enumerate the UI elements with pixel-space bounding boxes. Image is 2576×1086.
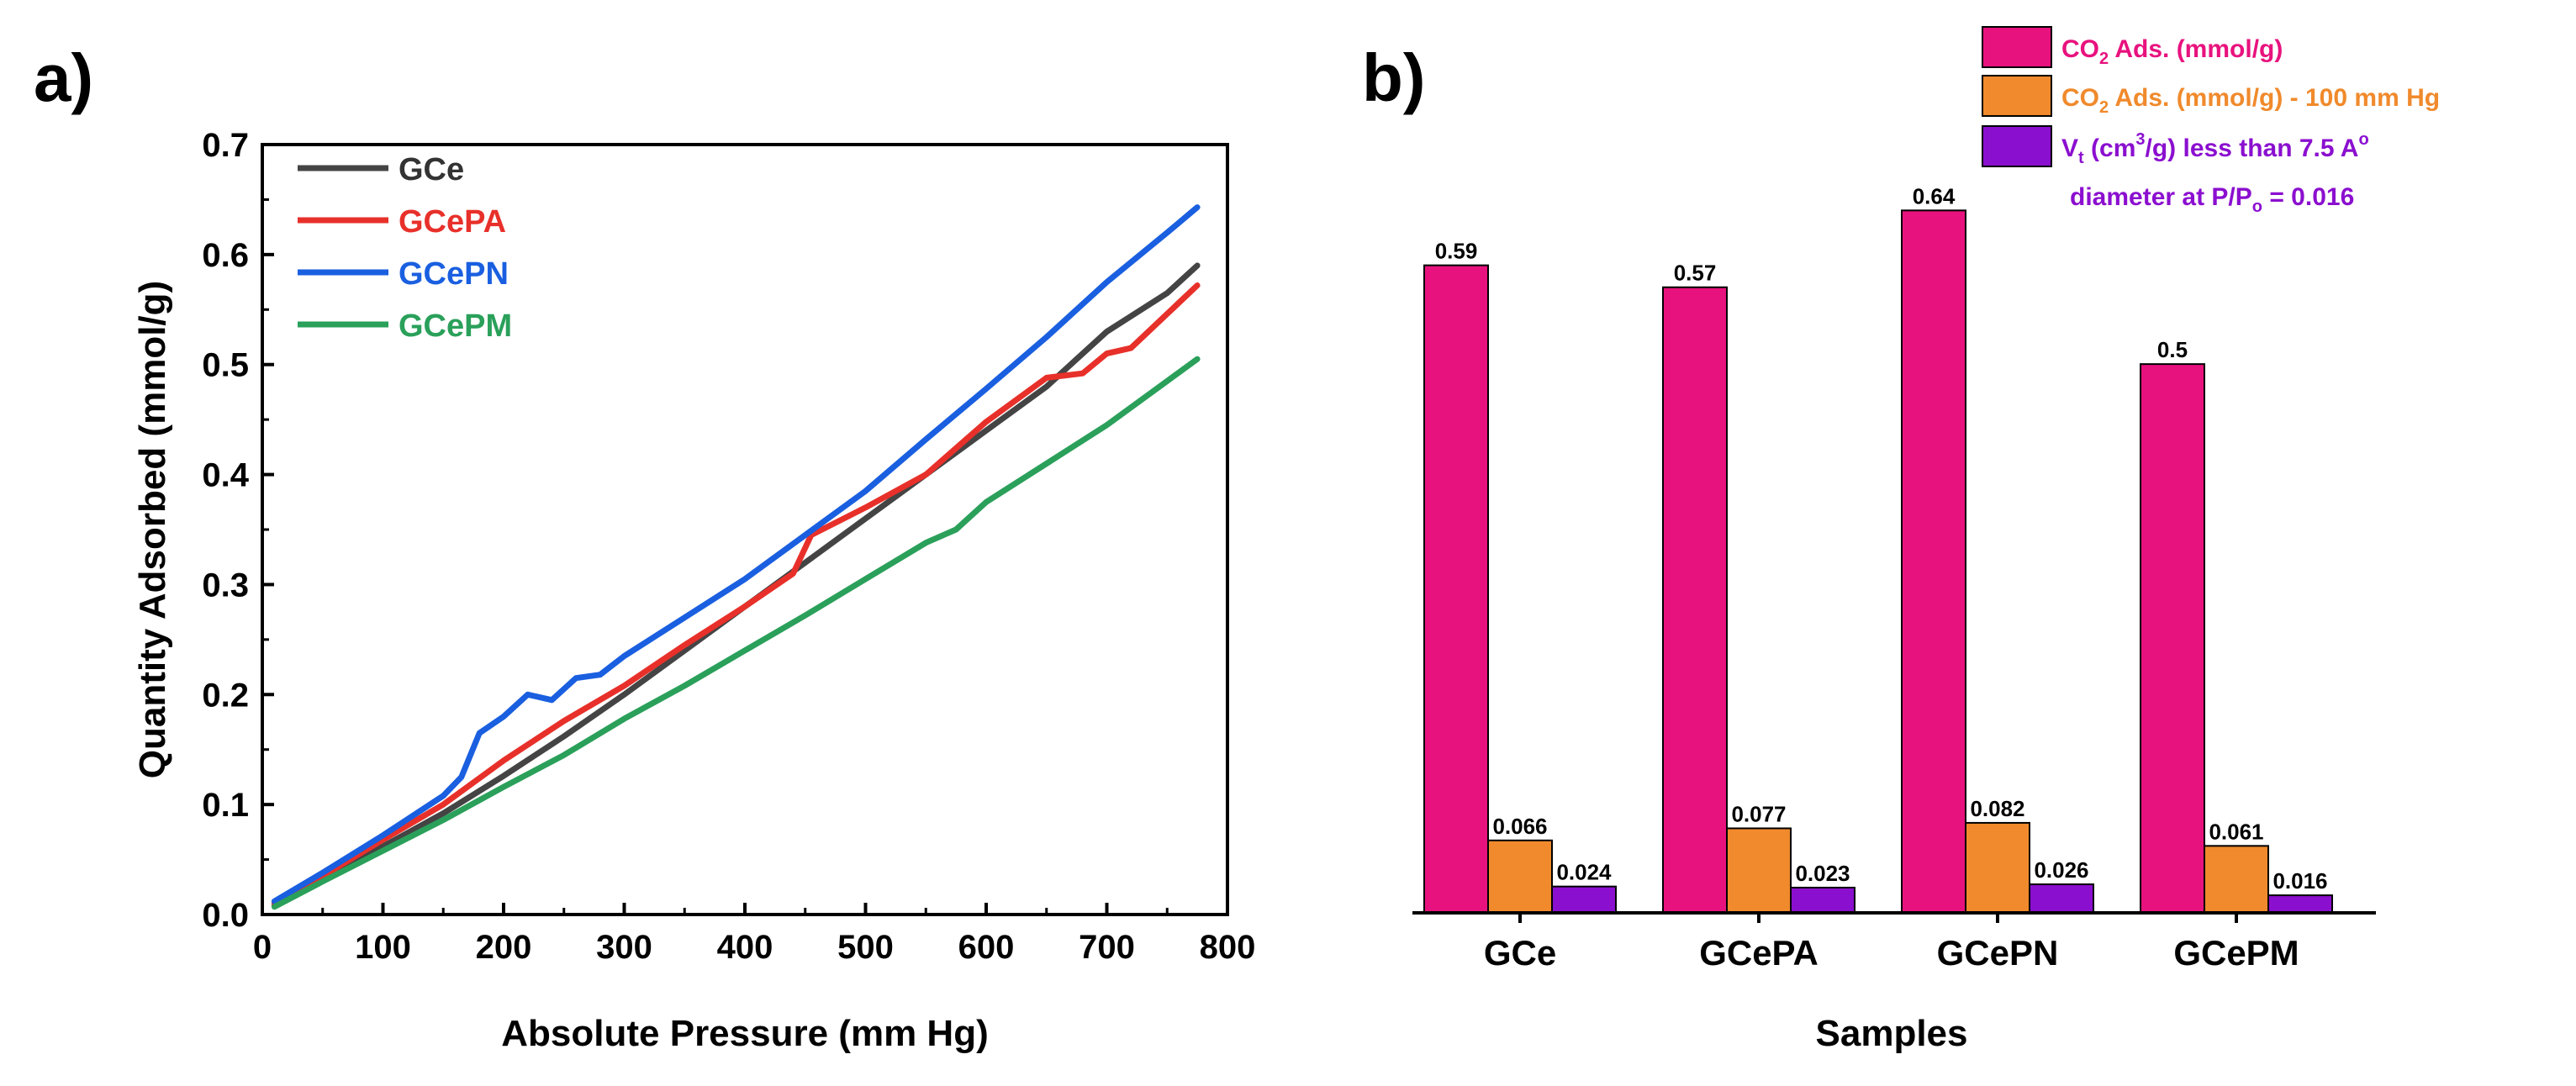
legend-label-gcepn: GCePN	[399, 256, 509, 292]
bar-data-label: 0.64	[1913, 183, 1956, 208]
line-chart: 0.0 0.1 0.2 0.3 0.4 0.5 0.6 0.7 0 100 200 300 400 50…	[132, 127, 1255, 1054]
bar-gcepm-s1	[2140, 363, 2205, 914]
line-chart-legend: GCe GCePA GCePN GCePM	[298, 152, 512, 344]
legend-label-vt-line2: diameter at P/Po = 0.016	[2070, 183, 2354, 216]
bar-gcepa-s1	[1662, 286, 1728, 914]
bar-data-label: 0.024	[1556, 860, 1612, 885]
bar-gcepn-s3	[2029, 883, 2094, 914]
series-line-gcepm	[271, 356, 1201, 910]
y-tick-label: 0.4	[202, 457, 249, 494]
bar-data-label: 0.061	[2209, 819, 2263, 844]
bar-gcepn-s2	[1965, 821, 2030, 915]
bar-data-label: 0.016	[2272, 868, 2327, 894]
x-tick-labels: 0 100 200 300 400 500 600 700 800	[253, 929, 1256, 966]
category-labels: GCe GCePA GCePN GCePM	[1484, 933, 2299, 973]
legend-label-co2-ads: CO2 Ads. (mmol/g)	[2061, 35, 2283, 68]
x-tick-label: 600	[958, 929, 1015, 966]
bar-chart-bars	[1423, 209, 2333, 915]
category-label: GCePN	[1937, 933, 2059, 973]
bar-data-label: 0.59	[1435, 239, 1478, 264]
y-tick-label: 0.5	[202, 347, 249, 384]
y-tick-label: 0.3	[202, 567, 249, 604]
bar-data-label: 0.5	[2157, 337, 2188, 362]
x-tick-label: 700	[1079, 929, 1135, 966]
bar-x-axis-title: Samples	[1816, 1013, 1968, 1054]
bar-data-label: 0.026	[2034, 857, 2088, 883]
legend-swatch-co2-ads-100	[1982, 75, 2052, 117]
legend-label-gce: GCe	[399, 152, 464, 187]
series-line-gcepn	[271, 204, 1201, 904]
y-tick-label: 0.2	[202, 677, 249, 714]
panel-a-label: a)	[34, 40, 93, 115]
legend-swatch-co2-ads	[1982, 26, 2052, 68]
category-label: GCe	[1484, 933, 1556, 973]
x-tick-label: 800	[1200, 929, 1256, 966]
bar-gcepa-s2	[1726, 827, 1792, 915]
x-tick-label: 400	[717, 929, 773, 966]
y-tick-label: 0.1	[202, 787, 249, 824]
x-tick-label: 200	[476, 929, 532, 966]
y-tick-label: 0.7	[202, 127, 249, 164]
bar-gce-s3	[1551, 885, 1617, 914]
y-tick-labels: 0.0 0.1 0.2 0.3 0.4 0.5 0.6 0.7	[202, 127, 249, 934]
bar-data-label: 0.066	[1492, 814, 1547, 839]
bar-chart: 0.59 0.066 0.024 0.57 0.077 0.023 0.64 0.082 0.0…	[1412, 26, 2440, 1054]
series-line-gcepa	[271, 282, 1201, 907]
bar-data-label: 0.077	[1731, 801, 1786, 826]
legend-label-gcepm: GCePM	[399, 308, 512, 344]
bar-gce-s1	[1423, 264, 1489, 914]
y-tick-label: 0.0	[202, 897, 249, 934]
bar-gcepn-s1	[1901, 209, 1966, 915]
legend-label-vt: Vt (cm3/g) less than 7.5 Ao	[2061, 130, 2369, 167]
x-tick-label: 0	[253, 929, 272, 966]
x-tick-label: 300	[596, 929, 652, 966]
bar-gcepa-s3	[1790, 886, 1855, 915]
bar-data-label: 0.082	[1970, 796, 2024, 821]
bar-gce-s2	[1487, 839, 1553, 915]
bar-chart-legend: CO2 Ads. (mmol/g) CO2 Ads. (mmol/g) - 10…	[1982, 26, 2440, 216]
category-label: GCePA	[1699, 933, 1819, 973]
legend-swatch-vt	[1982, 125, 2052, 167]
legend-label-gcepa: GCePA	[399, 204, 506, 240]
bar-gcepm-s2	[2204, 845, 2269, 915]
category-label: GCePM	[2173, 933, 2299, 973]
bar-data-labels: 0.59 0.066 0.024 0.57 0.077 0.023 0.64 0.082 0.0…	[1435, 183, 2328, 894]
legend-label-co2-ads-100: CO2 Ads. (mmol/g) - 100 mm Hg	[2061, 84, 2440, 117]
x-tick-label: 500	[837, 929, 894, 966]
bar-gcepm-s3	[2267, 894, 2333, 914]
line-chart-series	[271, 204, 1201, 910]
panel-b-label: b)	[1362, 40, 1426, 115]
x-tick-label: 100	[355, 929, 411, 966]
line-chart-frame	[261, 143, 1229, 916]
x-axis-title: Absolute Pressure (mm Hg)	[501, 1013, 988, 1054]
y-axis-title: Quantity Adsorbed (mmol/g)	[132, 281, 173, 778]
y-tick-label: 0.6	[202, 237, 249, 274]
bar-chart-ticks	[1518, 913, 2238, 923]
bar-data-label: 0.023	[1795, 861, 1850, 886]
bar-data-label: 0.57	[1674, 261, 1717, 286]
